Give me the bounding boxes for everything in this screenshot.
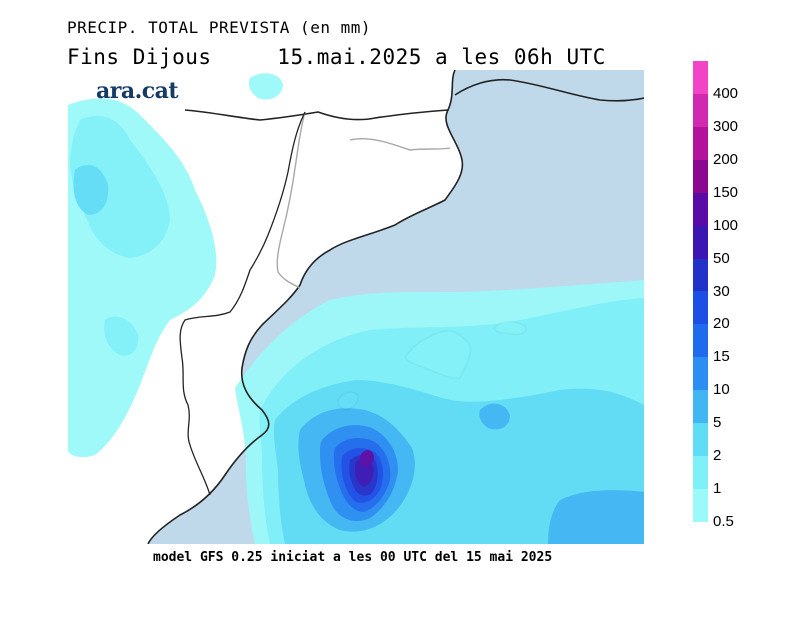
legend-swatch: [693, 192, 708, 226]
period-label: Fins Dijous: [67, 45, 212, 69]
legend-label: 50: [713, 249, 730, 267]
legend-label: 2: [713, 447, 722, 465]
border-catalonia: [276, 111, 451, 289]
legend-swatch: [693, 423, 708, 457]
valid-time-label: 15.mai.2025 a les 06h UTC: [277, 45, 606, 69]
legend-swatch: [693, 488, 708, 522]
legend-label: 1: [713, 480, 722, 498]
precip-contours: [68, 73, 644, 544]
legend-swatch: [693, 159, 708, 193]
legend-label: 300: [713, 117, 739, 135]
legend-swatch: [693, 93, 708, 127]
legend-label: 150: [713, 183, 739, 201]
legend-label: 200: [713, 150, 739, 168]
legend-label: 15: [713, 348, 730, 366]
border-interior: [179, 111, 306, 496]
legend-swatch: [693, 357, 708, 391]
legend-swatch: [693, 258, 708, 292]
legend-label: 5: [713, 414, 722, 432]
legend-swatch: [693, 126, 708, 160]
legend-color-bar: [693, 61, 708, 522]
model-info: model GFS 0.25 iniciat a les 00 UTC del …: [153, 550, 553, 565]
map-subtitle: Fins Dijous 15.mai.2025 a les 06h UTC: [67, 45, 606, 69]
legend-swatch: [693, 390, 708, 424]
coastline: [147, 70, 464, 544]
border-france-spain: [184, 109, 449, 121]
legend-swatch: [693, 324, 708, 358]
map-title: PRECIP. TOTAL PREVISTA (en mm): [67, 18, 371, 37]
brand-logo: ara.cat: [96, 78, 179, 104]
legend-swatch: [693, 225, 708, 259]
legend-swatch: [693, 291, 708, 325]
legend-label: 400: [713, 84, 739, 102]
legend-swatch: [693, 456, 708, 489]
legend-label: 100: [713, 216, 739, 234]
legend-label: 20: [713, 315, 730, 333]
coastline-france: [454, 78, 644, 102]
legend-label: 0.5: [713, 513, 734, 530]
legend-label: 10: [713, 381, 730, 399]
legend-label: 30: [713, 282, 730, 300]
legend-swatch: [693, 61, 708, 94]
